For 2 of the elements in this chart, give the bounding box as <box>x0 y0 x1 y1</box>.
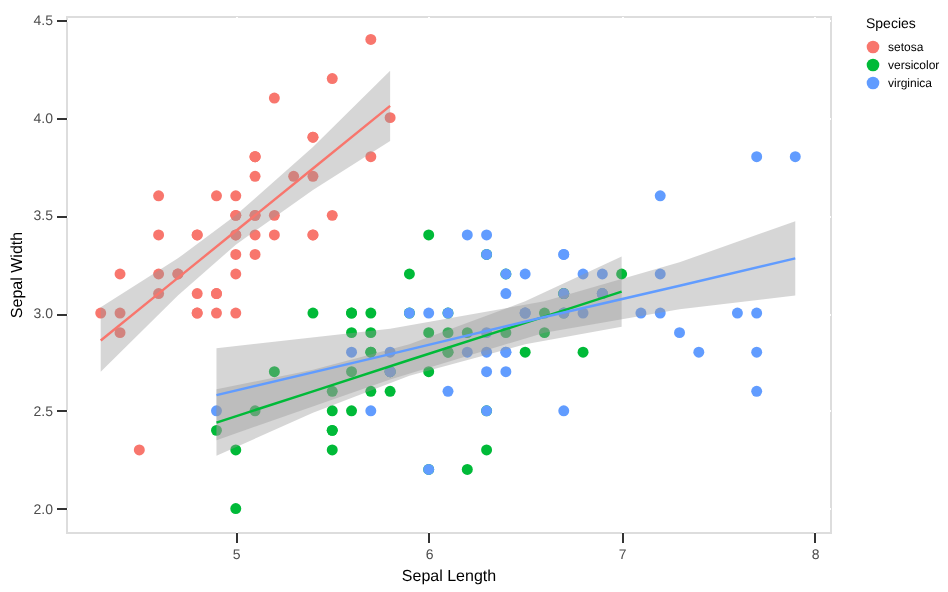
y-axis-title: Sepal Width <box>7 231 26 319</box>
x-axis-title: Sepal Length <box>401 567 497 585</box>
